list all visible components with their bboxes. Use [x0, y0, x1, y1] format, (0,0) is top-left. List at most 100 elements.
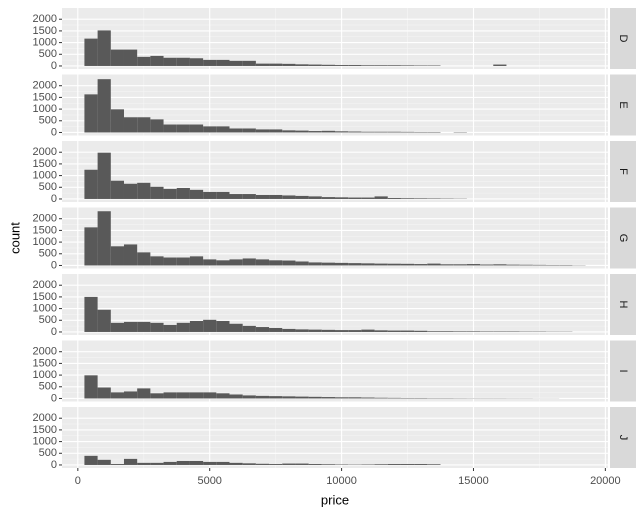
histogram-bar — [84, 94, 98, 133]
histogram-bar — [97, 459, 111, 465]
histogram-bar — [282, 396, 296, 399]
histogram-bar — [295, 329, 309, 332]
y-tick-label: 1500 — [33, 424, 57, 436]
histogram-bar — [440, 331, 454, 332]
y-tick-label: 2000 — [33, 146, 57, 158]
facet-label: J — [617, 435, 629, 441]
facet-strip — [610, 207, 636, 269]
histogram-bar — [282, 260, 296, 266]
histogram-bar — [242, 463, 256, 465]
histogram-bar — [203, 392, 217, 399]
y-tick-label: 1000 — [33, 36, 57, 48]
histogram-bar — [400, 330, 415, 332]
histogram-bar — [189, 320, 204, 332]
y-tick-label: 1500 — [33, 357, 57, 369]
y-tick-label: 1000 — [33, 169, 57, 181]
histogram-bar — [84, 455, 98, 465]
histogram-bar — [229, 323, 243, 332]
histogram-bar — [348, 131, 362, 133]
histogram-bar — [216, 260, 230, 266]
histogram-bar — [242, 60, 256, 66]
y-tick-label: 500 — [39, 48, 57, 60]
histogram-bar — [400, 65, 415, 66]
histogram-bar — [335, 197, 349, 199]
histogram-bar — [163, 461, 177, 465]
histogram-bar — [493, 264, 507, 266]
histogram-bar — [216, 126, 230, 133]
histogram-bar — [229, 462, 243, 465]
histogram-bar — [387, 397, 401, 399]
histogram-bar — [189, 460, 204, 465]
histogram-bar — [110, 246, 124, 266]
histogram-bar — [269, 129, 283, 133]
histogram-bar — [255, 395, 270, 399]
y-tick-label: 500 — [39, 248, 57, 260]
histogram-bar — [255, 63, 270, 66]
histogram-bar — [123, 244, 138, 266]
histogram-bar — [110, 392, 124, 399]
histogram-bar — [335, 131, 349, 133]
y-tick-label: 500 — [39, 115, 57, 127]
histogram-bar — [321, 329, 335, 332]
y-tick-label: 2000 — [33, 213, 57, 225]
histogram-bar — [295, 64, 309, 66]
histogram-bar — [387, 330, 401, 332]
histogram-bar — [176, 57, 190, 66]
histogram-bar — [348, 197, 362, 199]
histogram-bar — [321, 397, 335, 399]
histogram-bar — [176, 322, 190, 332]
histogram-bar — [123, 321, 138, 332]
facet-label: H — [617, 301, 629, 309]
y-tick-label: 0 — [51, 392, 57, 404]
histogram-bar — [387, 198, 401, 199]
histogram-bar — [361, 131, 375, 133]
histogram-bar — [110, 464, 124, 465]
histogram-bar — [137, 117, 151, 133]
y-tick-label: 2000 — [33, 13, 57, 25]
histogram-bar — [123, 49, 138, 66]
x-tick-label: 15000 — [458, 475, 489, 487]
histogram-bar — [269, 327, 283, 332]
histogram-bar — [110, 180, 124, 199]
histogram-bar — [242, 194, 256, 199]
histogram-bar — [176, 187, 190, 199]
histogram-bar — [110, 109, 124, 133]
histogram-bar — [137, 252, 151, 266]
histogram-bar — [348, 330, 362, 332]
histogram-bar — [110, 322, 124, 332]
y-tick-label: 500 — [39, 381, 57, 393]
histogram-bar — [269, 194, 283, 199]
histogram-bar — [163, 324, 177, 332]
histogram-bar — [361, 65, 375, 66]
histogram-bar — [269, 63, 283, 66]
histogram-bar — [348, 263, 362, 266]
histogram-bar — [229, 194, 243, 199]
histogram-bar — [348, 397, 362, 399]
histogram-bar — [97, 211, 111, 266]
histogram-bar — [295, 463, 309, 465]
x-tick-label: 0 — [75, 475, 81, 487]
histogram-bar — [216, 191, 230, 199]
histogram-bar — [321, 464, 335, 465]
histogram-bar — [255, 327, 270, 332]
histogram-bar — [335, 330, 349, 332]
histogram-bar — [308, 196, 322, 199]
histogram-bar — [282, 463, 296, 465]
facet-strip — [610, 74, 636, 136]
y-tick-label: 1000 — [33, 369, 57, 381]
histogram-bar — [150, 322, 164, 332]
histogram-bar — [97, 387, 111, 399]
panel-background — [62, 407, 608, 468]
histogram-bar — [335, 397, 349, 399]
histogram-bar — [321, 130, 335, 133]
histogram-bar — [308, 64, 322, 66]
histogram-bar — [335, 262, 349, 266]
histogram-bar — [84, 296, 98, 332]
histogram-bar — [242, 128, 256, 133]
histogram-bar — [387, 65, 401, 66]
histogram-bar — [123, 183, 138, 199]
histogram-bar — [308, 464, 322, 465]
histogram-bar — [348, 65, 362, 66]
y-tick-label: 1000 — [33, 103, 57, 115]
